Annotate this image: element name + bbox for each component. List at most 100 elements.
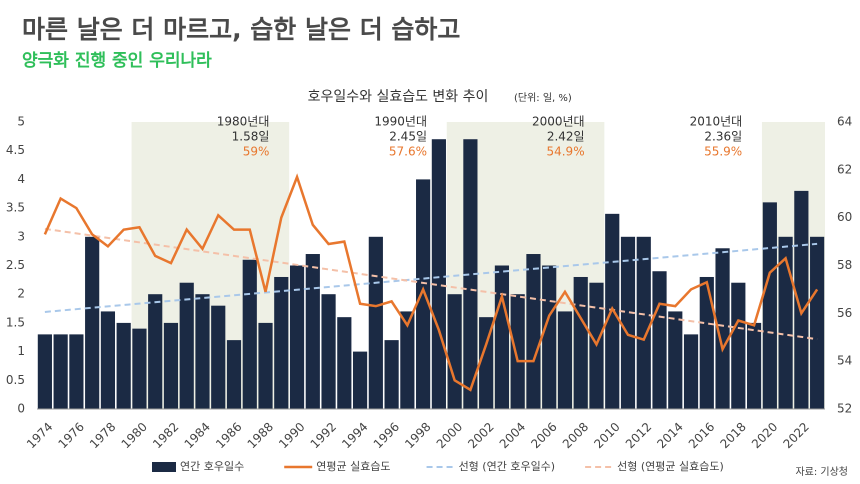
trend-line [44, 227, 818, 341]
x-tick-label: 2020 [749, 420, 780, 451]
x-tick-label: 1976 [55, 420, 86, 451]
y-tick-label: 3.5 [6, 201, 25, 215]
y-tick-label: 3 [17, 229, 25, 243]
y2-tick-label: 52 [837, 402, 852, 416]
chart-unit: (단위: 일, %) [514, 91, 572, 104]
decade-label: 2010년대 [690, 115, 743, 129]
y2-tick-label: 60 [837, 210, 852, 224]
bar [416, 179, 431, 409]
bar [352, 351, 368, 409]
x-tick-label: 1992 [308, 420, 339, 451]
x-tick-label: 2008 [560, 420, 591, 451]
bar [447, 294, 462, 409]
bar [179, 282, 194, 409]
bar [258, 322, 273, 409]
bar [211, 305, 226, 409]
legend-swatch [152, 462, 176, 472]
y-tick-label: 2.5 [6, 258, 25, 272]
x-tick-label: 1974 [24, 420, 55, 451]
x-tick-label: 2006 [528, 420, 559, 451]
x-tick-label: 2018 [717, 420, 748, 451]
subtitle: 양극화 진행 중인 우리나라 [22, 51, 212, 71]
x-tick-label: 1986 [213, 420, 244, 451]
decade-label: 1980년대 [217, 115, 270, 129]
bar [148, 294, 163, 409]
source: 자료: 기상청 [795, 466, 848, 478]
y2-tick-label: 56 [837, 306, 852, 320]
y-tick-label: 4 [17, 172, 25, 186]
bar [652, 271, 667, 409]
x-tick-label: 1984 [182, 420, 213, 451]
y-tick-label: 2 [17, 287, 25, 301]
bar [699, 276, 714, 409]
bar [510, 294, 525, 409]
x-tick-label: 1996 [371, 420, 402, 451]
x-tick-label: 2002 [465, 420, 496, 451]
bar [53, 334, 68, 409]
bar [557, 311, 573, 409]
y-tick-label: 5 [17, 115, 25, 129]
bar [463, 139, 478, 409]
bar [305, 254, 320, 409]
x-tick-label: 2000 [434, 420, 465, 451]
decade-humidity: 54.9% [546, 145, 584, 159]
bar [762, 202, 777, 409]
x-tick-label: 2014 [654, 420, 685, 451]
decade-days: 2.36일 [704, 130, 742, 144]
bar [731, 282, 746, 409]
bar [573, 276, 588, 409]
legend-label: 선형 (연평균 실효습도) [617, 460, 724, 473]
bar [746, 322, 762, 409]
bar [289, 265, 305, 409]
bar [715, 248, 730, 409]
bar [100, 311, 116, 409]
x-tick-label: 2004 [497, 420, 528, 451]
y-tick-label: 0 [17, 402, 25, 416]
decade-days: 1.58일 [232, 130, 270, 144]
bar [132, 328, 147, 409]
decade-humidity: 55.9% [704, 145, 742, 159]
x-tick-label: 1990 [276, 420, 307, 451]
bar [384, 340, 399, 409]
y2-tick-label: 58 [837, 258, 852, 272]
bar [163, 322, 179, 409]
x-tick-label: 2016 [686, 420, 717, 451]
bar [274, 276, 289, 409]
bar [37, 334, 52, 409]
bar [400, 311, 415, 409]
y2-tick-label: 62 [837, 162, 852, 176]
y-tick-label: 4.5 [6, 143, 25, 157]
bar [494, 265, 510, 409]
x-tick-label: 1994 [339, 420, 370, 451]
bar [85, 236, 100, 409]
x-tick-label: 1978 [87, 420, 118, 451]
x-tick-label: 1982 [150, 420, 181, 451]
x-tick-label: 2012 [623, 420, 654, 451]
bar [337, 317, 352, 409]
decade-humidity: 59% [243, 145, 270, 159]
bar [810, 236, 825, 409]
x-tick-label: 2010 [591, 420, 622, 451]
bar [242, 259, 257, 409]
bar [321, 294, 336, 409]
title: 마른 날은 더 마르고, 습한 날은 더 습하고 [22, 15, 461, 44]
x-tick-label: 1988 [245, 420, 276, 451]
bar [778, 236, 793, 409]
bar [69, 334, 84, 409]
bar [431, 139, 446, 409]
decade-label: 1990년대 [374, 115, 427, 129]
x-tick-label: 1980 [119, 420, 150, 451]
x-tick-label: 2022 [780, 420, 811, 451]
y2-tick-label: 64 [837, 115, 852, 129]
y-tick-label: 1 [17, 344, 25, 358]
bar [116, 322, 131, 409]
bar [368, 236, 383, 409]
bar [683, 334, 699, 409]
bar [195, 294, 210, 409]
x-tick-label: 1998 [402, 420, 433, 451]
bar [526, 254, 541, 409]
y-tick-label: 1.5 [6, 315, 25, 329]
legend-label: 연평균 실효습도 [316, 460, 390, 473]
